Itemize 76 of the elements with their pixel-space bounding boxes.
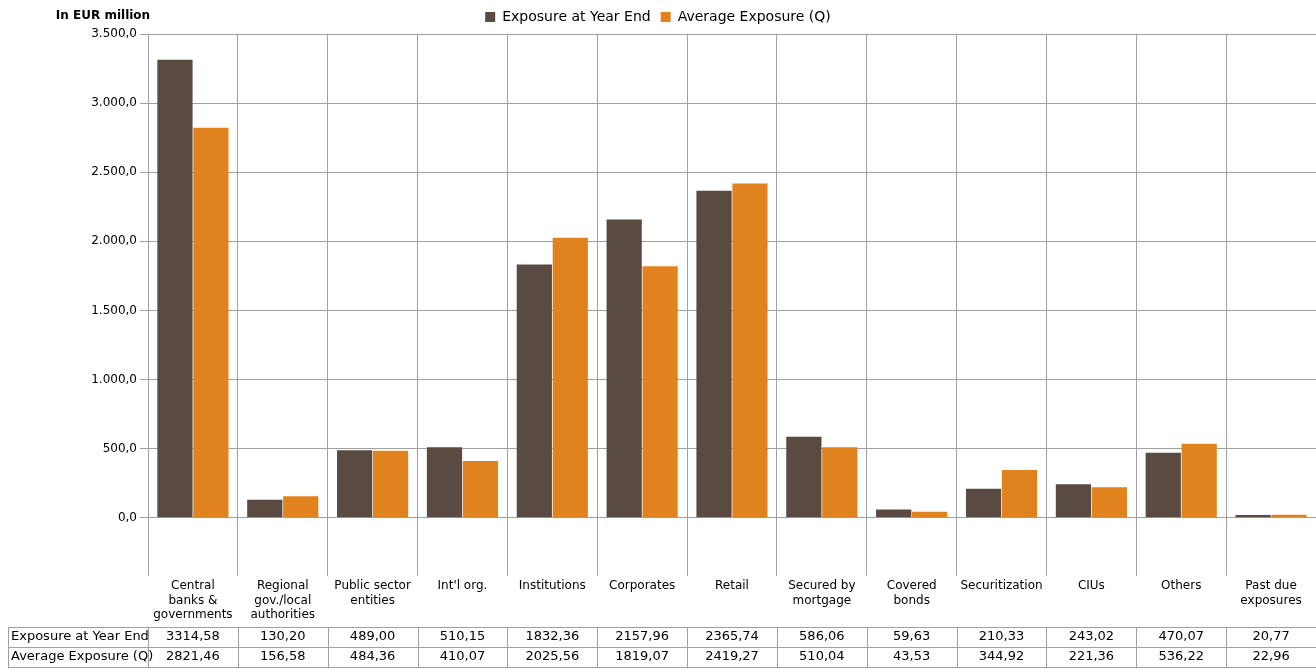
bar [1091,487,1127,518]
x-tick-label: Others [1161,578,1202,593]
data-label: 510,04 [799,648,845,664]
data-label: 489,00 [349,628,396,644]
x-tick-label: Central banks & governments [153,578,233,621]
data-label: 210,33 [978,628,1025,644]
y-tick-label: 3.000,0 [91,95,137,110]
y-tick-label: 3.500,0 [91,26,137,41]
y-tick-label: 500,0 [102,440,137,455]
bar [1055,484,1092,518]
bar [552,237,588,518]
data-label: 484,36 [349,648,396,664]
data-label: 130,20 [260,628,306,644]
x-tick-label: Corporates [609,578,676,593]
bar [696,190,732,518]
y-tick-label: 1.500,0 [91,302,137,317]
bar [606,219,642,518]
x-tick-label: Securitization [960,578,1043,593]
data-label: 410,07 [439,648,486,664]
y-tick-label: 0,0 [117,509,137,524]
bar [965,488,1002,518]
data-label: 1832,36 [525,628,580,644]
data-label: 2157,96 [615,628,670,644]
bar [426,447,463,518]
data-label: 3314,58 [166,628,220,644]
x-tick-label: Past due exposures [1240,578,1302,607]
data-label: 2365,74 [705,628,759,644]
y-tick-label: 2.000,0 [91,233,137,248]
data-label: 1819,07 [615,648,670,664]
bar [786,436,822,518]
data-label: 510,15 [439,628,486,644]
data-label: 59,63 [893,628,931,644]
data-label: 586,06 [799,628,845,644]
x-tick-label: CIUs [1077,578,1105,593]
y-axis-title: In EUR million [55,8,151,23]
bar [732,183,768,518]
data-label: 156,58 [260,648,306,664]
data-label: 243,02 [1068,628,1115,644]
bar [516,264,552,518]
x-tick-label: Public sector entities [334,578,411,607]
bar [337,450,373,518]
x-tick-label: Regional gov./local authorities [250,578,316,621]
bar [1181,443,1217,518]
x-tick-label: Int'l org. [437,578,488,593]
bar [372,450,409,518]
bar [1145,452,1181,518]
bar [157,59,193,518]
data-label: 2025,56 [525,648,580,664]
x-tick-label: Secured by mortgage [788,578,856,607]
data-label: 2419,27 [705,648,759,664]
legend-label: Average Exposure (Q) [677,7,831,24]
bar [822,447,858,518]
data-label: 22,96 [1252,648,1290,664]
bar [193,127,229,518]
bar [283,496,319,518]
data-label: 2821,46 [166,648,220,664]
bar [876,509,912,518]
data-label: 344,92 [978,648,1025,664]
data-label: 20,77 [1252,628,1290,644]
bar [912,511,948,518]
y-tick-label: 1.000,0 [91,371,137,386]
x-tick-label: Covered bonds [886,578,937,607]
bar [462,461,499,518]
text: Exposure at Year End [11,628,149,644]
x-tick-label: Retail [715,578,749,593]
text: Average Exposure (Q) [11,648,154,664]
x-tick-label: Institutions [518,578,586,593]
legend-label: Exposure at Year End [502,7,651,24]
data-label: 536,22 [1158,648,1204,664]
y-tick-label: 2.500,0 [91,164,137,179]
data-label: 470,07 [1158,628,1204,644]
bar [642,266,678,518]
data-label: 43,53 [893,648,931,664]
bar [1001,470,1038,518]
bar [247,499,283,518]
data-label: 221,36 [1068,648,1115,664]
